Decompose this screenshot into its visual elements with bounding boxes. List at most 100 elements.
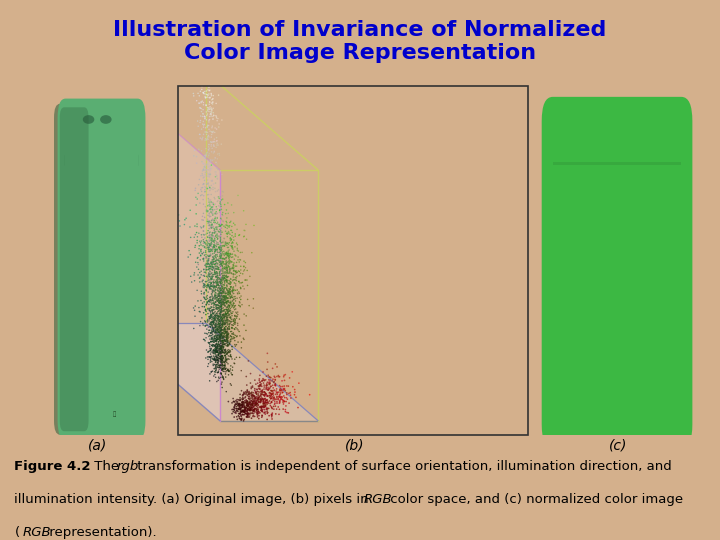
- Point: [221, 298, 233, 306]
- Point: [238, 232, 250, 240]
- Point: [215, 279, 227, 287]
- Point: [205, 245, 217, 254]
- Point: [197, 230, 209, 239]
- Point: [199, 151, 211, 160]
- Point: [214, 322, 225, 331]
- Point: [210, 283, 222, 292]
- Point: [206, 105, 217, 114]
- Point: [211, 125, 222, 133]
- Point: [200, 250, 212, 259]
- Point: [206, 272, 217, 280]
- Point: [222, 249, 233, 258]
- Point: [234, 315, 246, 323]
- Point: [271, 389, 282, 397]
- Point: [195, 97, 207, 106]
- Point: [237, 400, 248, 408]
- Point: [200, 127, 212, 136]
- Point: [222, 250, 234, 259]
- Point: [248, 406, 260, 414]
- Point: [221, 313, 233, 321]
- Point: [203, 254, 215, 263]
- Point: [214, 251, 225, 259]
- Point: [222, 330, 234, 339]
- Point: [204, 251, 216, 260]
- Point: [199, 281, 210, 289]
- Point: [208, 320, 220, 329]
- Point: [212, 285, 223, 293]
- Point: [204, 275, 215, 284]
- Point: [207, 342, 219, 351]
- Point: [213, 243, 225, 252]
- Point: [215, 349, 226, 357]
- Point: [202, 201, 214, 210]
- Point: [222, 367, 234, 375]
- Point: [219, 265, 230, 273]
- Point: [207, 148, 219, 157]
- Point: [208, 222, 220, 231]
- Point: [203, 158, 215, 167]
- Point: [290, 393, 302, 402]
- Point: [206, 130, 217, 139]
- Point: [228, 333, 239, 341]
- Point: [205, 249, 217, 258]
- Point: [212, 322, 224, 330]
- Point: [243, 401, 254, 409]
- Point: [285, 394, 297, 402]
- Point: [210, 373, 222, 382]
- Point: [216, 348, 228, 356]
- Point: [210, 272, 222, 281]
- Point: [210, 313, 222, 322]
- Point: [220, 240, 231, 248]
- Point: [196, 237, 207, 245]
- Point: [234, 403, 246, 411]
- Point: [207, 275, 218, 284]
- Point: [256, 380, 267, 388]
- Point: [217, 295, 228, 303]
- Point: [232, 407, 243, 416]
- Point: [244, 390, 256, 399]
- Point: [210, 328, 221, 336]
- Point: [212, 341, 223, 350]
- Point: [220, 298, 231, 307]
- Point: [236, 248, 248, 256]
- Point: [203, 326, 215, 335]
- Point: [223, 301, 235, 309]
- Point: [252, 411, 264, 420]
- Point: [215, 237, 226, 246]
- Point: [224, 307, 235, 315]
- Point: [209, 266, 220, 275]
- Point: [227, 253, 238, 261]
- Point: [225, 250, 237, 259]
- Point: [217, 320, 228, 328]
- Point: [260, 390, 271, 399]
- Point: [208, 312, 220, 321]
- Point: [237, 407, 248, 416]
- Point: [214, 248, 225, 256]
- Point: [230, 275, 241, 284]
- Point: [256, 403, 267, 412]
- Point: [199, 302, 210, 311]
- Point: [223, 325, 235, 333]
- Point: [210, 256, 221, 265]
- Point: [230, 396, 242, 405]
- Point: [199, 231, 210, 239]
- Point: [250, 404, 261, 413]
- Point: [253, 376, 265, 384]
- Point: [215, 335, 227, 343]
- Point: [210, 245, 221, 253]
- Point: [221, 275, 233, 284]
- Point: [204, 346, 216, 355]
- Point: [229, 318, 240, 326]
- Point: [207, 100, 218, 109]
- Point: [201, 111, 212, 120]
- Point: [215, 296, 226, 305]
- Point: [214, 277, 225, 286]
- Point: [216, 291, 228, 300]
- Point: [248, 294, 259, 303]
- Point: [223, 355, 235, 363]
- Point: [194, 103, 206, 112]
- Point: [208, 324, 220, 333]
- Point: [202, 273, 214, 281]
- Point: [199, 302, 210, 311]
- Point: [258, 375, 270, 384]
